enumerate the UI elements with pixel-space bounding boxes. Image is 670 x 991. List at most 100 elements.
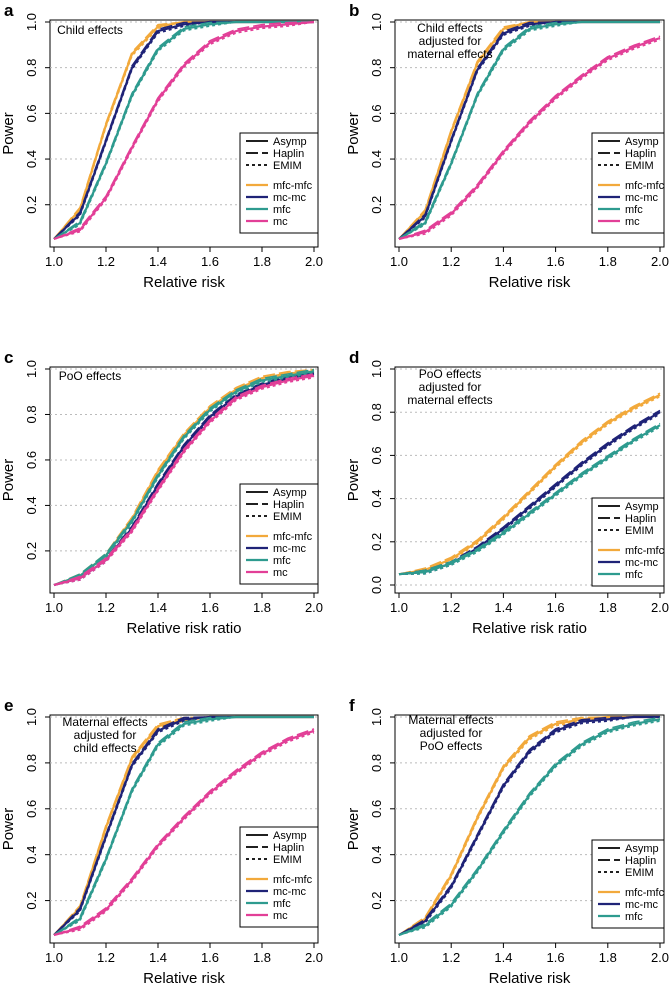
panel-title-line: adjusted for <box>420 726 483 740</box>
y-tick-label: 0.4 <box>369 150 384 168</box>
y-tick-label: 0.8 <box>369 403 384 421</box>
y-tick-label: 0.6 <box>369 800 384 818</box>
line-mc-haplin <box>53 373 315 586</box>
y-tick-label: 1.0 <box>24 708 39 726</box>
x-tick-label: 1.2 <box>442 950 460 965</box>
panel-letter: b <box>349 1 359 20</box>
x-tick-label: 1.0 <box>45 600 63 615</box>
x-axis: 1.0 1.2 1.4 1.6 1.8 2.0 <box>45 593 323 615</box>
line-mc-mc-haplin <box>398 21 660 240</box>
x-axis-title: Relative risk <box>143 274 225 291</box>
x-tick-label: 1.4 <box>149 950 167 965</box>
panel-e: e 0.2 0.4 0.6 0.8 1.0 1.0 1.2 1.4 1.6 1.8 2.0 Relati… <box>0 696 323 987</box>
x-tick-label: 1.8 <box>253 254 271 269</box>
panel-title-line: PoO effects <box>420 739 482 753</box>
y-axis-title: Power <box>345 808 362 851</box>
x-tick-label: 1.2 <box>97 600 115 615</box>
x-tick-label: 1.4 <box>494 950 512 965</box>
legend-label: mc <box>625 216 640 228</box>
line-mc-emim <box>398 39 661 240</box>
y-axis-title: Power <box>0 459 17 502</box>
series-mc <box>53 20 315 241</box>
series-mfc <box>398 422 661 576</box>
y-tick-label: 1.0 <box>369 13 384 31</box>
x-tick-label: 1.6 <box>201 950 219 965</box>
line-mfc-mfc-haplin <box>398 716 660 936</box>
panel-c: c 0.2 0.4 0.6 0.8 1.0 1.0 1.2 1.4 1.6 1.8 2.0 Relati… <box>0 348 323 637</box>
panel-title-line: adjusted for <box>419 34 482 48</box>
x-tick-label: 1.6 <box>547 950 565 965</box>
y-tick-label: 1.0 <box>24 13 39 31</box>
x-axis: 1.0 1.2 1.4 1.6 1.8 2.0 <box>390 943 669 965</box>
series-mfc <box>398 716 661 937</box>
y-tick-label: 0.2 <box>369 533 384 551</box>
x-tick-label: 2.0 <box>651 254 669 269</box>
panel-title-line: Child effects <box>417 21 483 35</box>
x-tick-label: 1.0 <box>390 254 408 269</box>
legend-label: mc-mc <box>625 192 658 204</box>
series-mfc <box>53 20 314 240</box>
line-mc-asymp <box>53 374 315 587</box>
y-tick-label: 0.8 <box>369 754 384 772</box>
legend-label: Haplin <box>625 148 656 160</box>
y-axis: 0.2 0.4 0.6 0.8 1.0 <box>369 13 664 214</box>
y-tick-label: 0.2 <box>24 542 39 560</box>
panel-letter: c <box>4 348 13 367</box>
legend-label: Haplin <box>273 499 304 511</box>
line-mc-emim <box>53 21 315 240</box>
x-tick-label: 2.0 <box>305 600 323 615</box>
y-tick-label: 1.0 <box>369 360 384 378</box>
x-axis: 1.0 1.2 1.4 1.6 1.8 2.0 <box>45 943 323 965</box>
y-tick-label: 0.4 <box>24 150 39 168</box>
line-mfc-asymp <box>398 718 661 937</box>
y-axis-title: Power <box>0 112 17 155</box>
legend-box <box>591 497 665 587</box>
y-tick-label: 0.6 <box>24 800 39 818</box>
x-tick-label: 1.8 <box>599 950 617 965</box>
series-mc-mc <box>398 715 660 936</box>
series-mfc <box>398 20 660 240</box>
legend-label: EMIM <box>625 525 654 537</box>
legend-label: mfc-mfc <box>273 180 313 192</box>
y-tick-label: 0.0 <box>369 576 384 594</box>
x-axis-title: Relative risk ratio <box>126 620 241 637</box>
plot-frame <box>394 366 665 594</box>
line-mc-haplin <box>53 728 315 936</box>
legend-label: mc-mc <box>625 557 658 569</box>
x-axis: 1.0 1.2 1.4 1.6 1.8 2.0 <box>45 247 323 269</box>
x-tick-label: 1.2 <box>97 950 115 965</box>
x-axis-title: Relative risk ratio <box>472 620 587 637</box>
legend-label: Haplin <box>273 148 304 160</box>
panel-title-line: adjusted for <box>74 728 137 742</box>
legend-label: EMIM <box>273 160 302 172</box>
x-tick-label: 1.4 <box>494 600 512 615</box>
legend-label: Haplin <box>625 513 656 525</box>
panel-letter: e <box>4 696 13 715</box>
y-axis: 0.2 0.4 0.6 0.8 1.0 <box>24 360 318 560</box>
x-tick-label: 1.8 <box>253 600 271 615</box>
x-tick-label: 2.0 <box>305 254 323 269</box>
panel-letter: f <box>349 696 355 715</box>
line-mc-mc-emim <box>53 716 314 936</box>
x-tick-label: 1.6 <box>547 254 565 269</box>
panel-letter: a <box>4 1 14 20</box>
x-tick-label: 2.0 <box>651 950 669 965</box>
line-mc-mc-haplin <box>398 409 661 575</box>
line-mfc-asymp <box>53 370 315 587</box>
x-tick-label: 1.2 <box>442 600 460 615</box>
legend-label: mfc-mfc <box>273 874 313 886</box>
y-axis: 0.2 0.4 0.6 0.8 1.0 <box>24 13 318 214</box>
y-tick-label: 0.6 <box>24 104 39 122</box>
panel-letter: d <box>349 348 359 367</box>
y-axis: 0.2 0.4 0.6 0.8 1.0 <box>24 708 318 910</box>
panel-title-line: adjusted for <box>419 380 482 394</box>
legend-label: mfc <box>273 204 291 216</box>
x-tick-label: 1.6 <box>201 600 219 615</box>
legend-label: Haplin <box>273 842 304 854</box>
line-mc-mc-haplin <box>53 21 314 240</box>
legend-label: Haplin <box>625 855 656 867</box>
line-mc-haplin <box>53 21 315 240</box>
line-mfc-asymp <box>398 424 661 576</box>
legend-label: mfc-mfc <box>625 545 665 557</box>
